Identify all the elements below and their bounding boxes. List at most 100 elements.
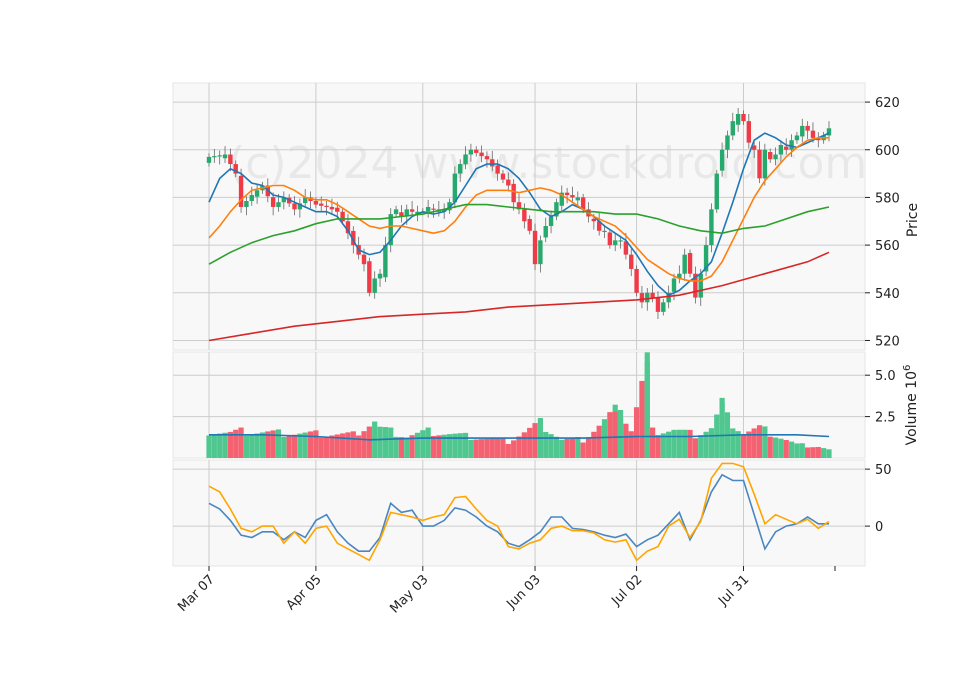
volume-bar xyxy=(532,423,538,458)
price-axis-label: Price xyxy=(905,203,921,237)
candle-body xyxy=(404,209,409,217)
volume-bar xyxy=(783,440,789,458)
candle-body xyxy=(329,206,335,210)
candle-body xyxy=(698,273,703,298)
volume-bar xyxy=(291,434,298,458)
candle-body xyxy=(281,197,287,203)
volume-tick-label: 5.0 xyxy=(875,369,896,384)
volume-bar xyxy=(281,436,287,458)
price-tick-label: 580 xyxy=(875,191,900,206)
volume-bar xyxy=(821,448,827,458)
volume-bar xyxy=(548,434,554,458)
candle-body xyxy=(575,197,580,201)
candle-body xyxy=(527,218,532,231)
moving-average-line xyxy=(208,137,829,282)
candle-body xyxy=(639,293,645,303)
candle-body xyxy=(479,152,484,157)
candle-body xyxy=(297,203,303,210)
candle-body xyxy=(634,268,639,293)
candle-body xyxy=(361,254,367,265)
candle-body xyxy=(319,203,324,206)
volume-bar xyxy=(457,433,463,458)
candle-body xyxy=(431,208,436,210)
candle-body xyxy=(377,273,383,279)
oscillator-tick-label: 50 xyxy=(875,463,892,478)
candle-body xyxy=(671,278,677,292)
volume-bar xyxy=(719,403,725,458)
candle-body xyxy=(709,209,714,246)
volume-bar xyxy=(746,431,752,458)
volume-bar xyxy=(815,446,821,458)
volume-bar xyxy=(564,438,570,458)
candle-body xyxy=(324,205,329,207)
volume-bar xyxy=(398,437,405,458)
volume-bar xyxy=(756,425,763,458)
candle-body xyxy=(367,261,372,293)
candle-body xyxy=(425,206,431,212)
candle-body xyxy=(666,292,671,303)
candle-body xyxy=(725,135,730,150)
candle-body xyxy=(735,113,741,125)
volume-bar xyxy=(692,438,698,458)
candle-body xyxy=(335,207,340,212)
volume-bar xyxy=(275,429,282,458)
volume-bar xyxy=(249,434,255,458)
volume-bar xyxy=(302,432,308,458)
candle-body xyxy=(212,156,217,158)
candle-body xyxy=(388,214,393,246)
volume-bar xyxy=(489,438,495,458)
candle-body xyxy=(762,149,768,179)
candle-body xyxy=(313,201,319,205)
candle-body xyxy=(596,221,602,231)
volume-bar xyxy=(441,434,447,458)
candle-body xyxy=(773,154,778,160)
volume-bar xyxy=(703,431,709,458)
price-panel-bg xyxy=(172,82,866,351)
volume-bar xyxy=(361,431,367,458)
volume-bar xyxy=(735,431,741,458)
candle-body xyxy=(351,230,356,246)
candle-body xyxy=(570,195,575,198)
price-tick-label: 520 xyxy=(875,334,900,349)
volume-bar xyxy=(527,427,533,458)
volume-bar xyxy=(265,431,271,458)
candle-body xyxy=(746,121,752,143)
candle-body xyxy=(511,183,516,203)
volume-bar xyxy=(687,429,693,458)
volume-bar xyxy=(462,432,469,458)
candle-body xyxy=(233,164,238,174)
volume-bar xyxy=(206,435,212,458)
volume-bar xyxy=(596,425,602,458)
candle-body xyxy=(452,173,458,203)
candle-body xyxy=(222,154,228,159)
candle-body xyxy=(778,144,784,155)
price-tick-label: 560 xyxy=(875,239,900,254)
candle-body xyxy=(559,192,564,206)
candle-body xyxy=(805,125,810,131)
volume-bar xyxy=(414,432,421,458)
candle-body xyxy=(618,240,623,242)
volume-bar xyxy=(393,436,399,458)
x-tick-label: Jul 02 xyxy=(608,572,645,609)
volume-bar xyxy=(495,438,501,458)
volume-tick-label: 2.5 xyxy=(875,411,896,426)
volume-bar xyxy=(591,431,597,458)
price-tick-label: 600 xyxy=(875,144,900,159)
volume-bar xyxy=(682,429,688,458)
volume-bar xyxy=(318,437,324,458)
candle-body xyxy=(516,202,522,210)
candle-body xyxy=(677,273,682,279)
volume-bar xyxy=(243,435,250,458)
candle-body xyxy=(270,197,276,207)
volume-bar xyxy=(233,429,239,458)
moving-average-line xyxy=(208,203,830,265)
candle-body xyxy=(206,156,212,163)
volume-bar xyxy=(826,449,832,458)
volume-bar xyxy=(227,431,233,458)
candle-body xyxy=(703,245,709,272)
candle-body xyxy=(538,240,543,265)
volume-bar xyxy=(585,437,592,458)
volume-bar xyxy=(580,442,586,458)
volume-bar xyxy=(345,432,351,458)
